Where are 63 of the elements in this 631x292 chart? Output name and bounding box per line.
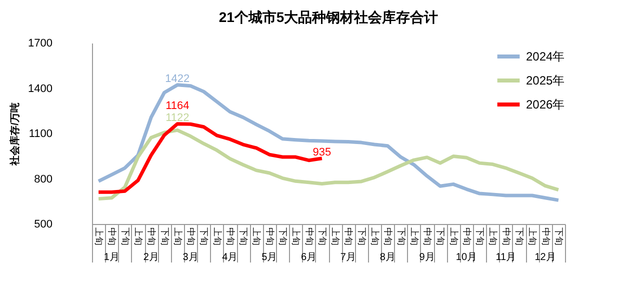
x-tick-label: 上旬 bbox=[94, 228, 104, 246]
x-tick-label: 上旬 bbox=[291, 228, 302, 246]
x-tick-label: 下旬 bbox=[436, 228, 446, 246]
text: 11月 bbox=[496, 252, 516, 263]
text: 3月 bbox=[182, 252, 198, 263]
text: 4月 bbox=[222, 252, 238, 263]
text: 6月 bbox=[301, 252, 317, 263]
x-tick-label: 下旬 bbox=[356, 228, 367, 246]
data-label: 1422 bbox=[165, 72, 190, 85]
x-tick-label: 中旬 bbox=[225, 228, 236, 246]
x-tick-label: 中旬 bbox=[462, 228, 472, 246]
x-tick-label: 上旬 bbox=[330, 228, 341, 246]
x-tick-label: 上旬 bbox=[172, 228, 183, 246]
x-tick-label: 中旬 bbox=[383, 228, 394, 246]
x-tick-label: 下旬 bbox=[160, 228, 170, 246]
text: 12月 bbox=[534, 252, 556, 263]
x-tick-label: 中旬 bbox=[304, 228, 314, 246]
x-tick-label: 下旬 bbox=[317, 228, 328, 246]
x-tick-label: 上旬 bbox=[252, 228, 262, 246]
chart-title: 21个城市5大品种钢材社会库存合计 bbox=[218, 9, 438, 25]
x-tick-label: 中旬 bbox=[107, 228, 118, 246]
x-tick-label: 下旬 bbox=[396, 228, 406, 246]
x-tick-label: 上旬 bbox=[212, 228, 222, 246]
y-tick-label: 800 bbox=[34, 173, 52, 186]
x-tick-label: 下旬 bbox=[278, 228, 288, 246]
y-tick-label: 1100 bbox=[28, 128, 52, 140]
x-tick-label: 中旬 bbox=[501, 228, 512, 246]
x-tick-label: 下旬 bbox=[199, 228, 210, 246]
line-series bbox=[96, 128, 560, 201]
x-tick-label: 中旬 bbox=[264, 228, 275, 246]
data-label: 1122 bbox=[166, 112, 190, 124]
legend-label: 2025年 bbox=[526, 74, 565, 88]
y-tick-label: 500 bbox=[34, 218, 52, 230]
text: 10月 bbox=[456, 252, 478, 263]
x-tick-label: 上旬 bbox=[528, 228, 538, 246]
x-tick-label: 中旬 bbox=[540, 228, 551, 246]
y-tick-label: 1700 bbox=[28, 38, 52, 50]
x-tick-label: 中旬 bbox=[422, 228, 433, 246]
x-tick-label: 下旬 bbox=[475, 228, 486, 246]
x-tick-label: 下旬 bbox=[554, 228, 564, 246]
x-tick-label: 中旬 bbox=[344, 228, 354, 246]
data-label: 1164 bbox=[166, 100, 190, 112]
legend-label: 2026年 bbox=[526, 98, 565, 112]
text: 9月 bbox=[419, 252, 435, 263]
text: 7月 bbox=[340, 252, 356, 263]
text: 5月 bbox=[262, 252, 278, 263]
y-axis-title: 社会库存/万吨 bbox=[9, 102, 22, 166]
x-tick-label: 中旬 bbox=[146, 228, 157, 246]
x-tick-label: 中旬 bbox=[186, 228, 196, 246]
text: 1月 bbox=[104, 252, 120, 263]
x-tick-label: 上旬 bbox=[409, 228, 420, 246]
x-tick-label: 上旬 bbox=[133, 228, 144, 246]
x-tick-label: 下旬 bbox=[514, 228, 525, 246]
legend-label: 2024年 bbox=[526, 50, 565, 64]
text: 8月 bbox=[380, 252, 396, 263]
x-tick-label: 上旬 bbox=[488, 228, 498, 246]
x-tick-label: 上旬 bbox=[370, 228, 380, 246]
data-label: 935 bbox=[312, 146, 332, 158]
x-tick-label: 下旬 bbox=[238, 228, 249, 246]
y-tick-label: 1400 bbox=[28, 82, 52, 95]
text: 2月 bbox=[143, 252, 159, 263]
x-tick-label: 上旬 bbox=[448, 228, 459, 246]
x-tick-label: 下旬 bbox=[120, 228, 130, 246]
